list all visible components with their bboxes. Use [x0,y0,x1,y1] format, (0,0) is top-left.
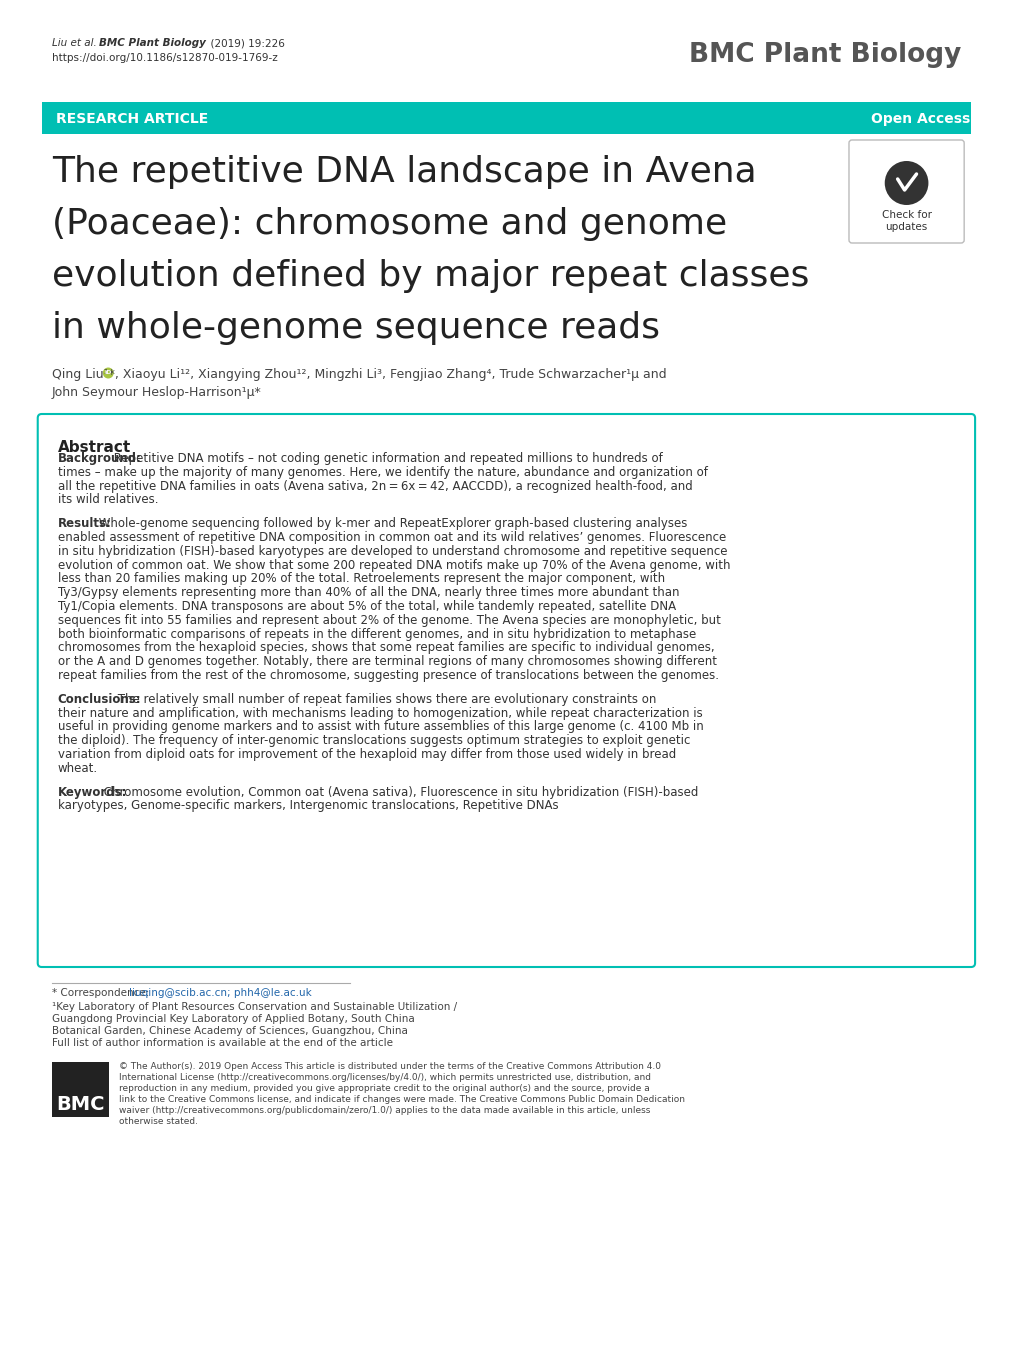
Text: Full list of author information is available at the end of the article: Full list of author information is avail… [52,1038,392,1047]
Text: Ty3/Gypsy elements representing more than 40% of all the DNA, nearly three times: Ty3/Gypsy elements representing more tha… [57,587,679,599]
Text: useful in providing genome markers and to assist with future assemblies of this : useful in providing genome markers and t… [57,721,703,733]
Text: Liu et al.: Liu et al. [52,38,100,47]
Text: (Poaceae): chromosome and genome: (Poaceae): chromosome and genome [52,207,727,241]
Text: less than 20 families making up 20% of the total. Retroelements represent the ma: less than 20 families making up 20% of t… [57,572,664,585]
Text: John Seymour Heslop-Harrison¹µ*: John Seymour Heslop-Harrison¹µ* [52,386,261,398]
Text: Qing Liu¹*, Xiaoyu Li¹², Xiangying Zhou¹², Mingzhi Li³, Fengjiao Zhang⁴, Trude S: Qing Liu¹*, Xiaoyu Li¹², Xiangying Zhou¹… [52,369,665,381]
Text: Keywords:: Keywords: [57,786,127,798]
Text: both bioinformatic comparisons of repeats in the different genomes, and in situ : both bioinformatic comparisons of repeat… [57,627,695,641]
Text: evolution of common oat. We show that some 200 repeated DNA motifs make up 70% o: evolution of common oat. We show that so… [57,558,730,572]
Circle shape [103,367,113,378]
Text: wheat.: wheat. [57,762,98,775]
Text: iD: iD [104,370,112,375]
Text: updates: updates [884,222,927,232]
Text: karyotypes, Genome-specific markers, Intergenomic translocations, Repetitive DNA: karyotypes, Genome-specific markers, Int… [57,799,557,813]
Text: BMC Plant Biology: BMC Plant Biology [99,38,206,47]
Text: or the A and D genomes together. Notably, there are terminal regions of many chr: or the A and D genomes together. Notably… [57,656,716,668]
Text: their nature and amplification, with mechanisms leading to homogenization, while: their nature and amplification, with mec… [57,706,702,720]
Text: times – make up the majority of many genomes. Here, we identify the nature, abun: times – make up the majority of many gen… [57,466,707,478]
FancyBboxPatch shape [42,102,970,134]
Text: repeat families from the rest of the chromosome, suggesting presence of transloc: repeat families from the rest of the chr… [57,669,718,682]
FancyBboxPatch shape [848,140,963,243]
Text: Conclusions:: Conclusions: [57,692,141,706]
Text: BMC: BMC [56,1095,105,1114]
Text: link to the Creative Commons license, and indicate if changes were made. The Cre: link to the Creative Commons license, an… [119,1095,685,1104]
Text: all the repetitive DNA families in oats (Avena sativa, 2n = 6x = 42, AACCDD), a : all the repetitive DNA families in oats … [57,480,692,493]
Text: Background:: Background: [57,453,142,465]
Text: Chromosome evolution, Common oat (Avena sativa), Fluorescence in situ hybridizat: Chromosome evolution, Common oat (Avena … [100,786,698,798]
Text: Whole-genome sequencing followed by k-mer and RepeatExplorer graph-based cluster: Whole-genome sequencing followed by k-me… [96,518,687,530]
FancyBboxPatch shape [38,415,974,967]
Text: The repetitive DNA landscape in Avena: The repetitive DNA landscape in Avena [52,154,755,188]
Text: © The Author(s). 2019 Open Access This article is distributed under the terms of: © The Author(s). 2019 Open Access This a… [119,1062,660,1070]
FancyBboxPatch shape [52,1062,109,1117]
Text: sequences fit into 55 families and represent about 2% of the genome. The Avena s: sequences fit into 55 families and repre… [57,614,719,627]
Text: * Correspondence:: * Correspondence: [52,988,152,999]
Text: Ty1/Copia elements. DNA transposons are about 5% of the total, while tandemly re: Ty1/Copia elements. DNA transposons are … [57,600,675,612]
Text: The relatively small number of repeat families shows there are evolutionary cons: The relatively small number of repeat fa… [114,692,656,706]
Text: BMC Plant Biology: BMC Plant Biology [688,42,960,68]
Text: Guangdong Provincial Key Laboratory of Applied Botany, South China: Guangdong Provincial Key Laboratory of A… [52,1014,414,1024]
Text: ¹Key Laboratory of Plant Resources Conservation and Sustainable Utilization /: ¹Key Laboratory of Plant Resources Conse… [52,1001,457,1012]
Circle shape [883,161,927,205]
Text: (2019) 19:226: (2019) 19:226 [191,38,284,47]
Text: Abstract: Abstract [57,440,130,455]
Text: variation from diploid oats for improvement of the hexaploid may differ from tho: variation from diploid oats for improvem… [57,748,676,762]
Text: otherwise stated.: otherwise stated. [119,1117,198,1126]
Text: RESEARCH ARTICLE: RESEARCH ARTICLE [56,112,208,126]
Text: Repetitive DNA motifs – not coding genetic information and repeated millions to : Repetitive DNA motifs – not coding genet… [109,453,661,465]
Text: enabled assessment of repetitive DNA composition in common oat and its wild rela: enabled assessment of repetitive DNA com… [57,531,726,543]
Text: chromosomes from the hexaploid species, shows that some repeat families are spec: chromosomes from the hexaploid species, … [57,641,713,654]
Text: the diploid). The frequency of inter-genomic translocations suggests optimum str: the diploid). The frequency of inter-gen… [57,734,689,747]
Text: liuqing@scib.ac.cn; phh4@le.ac.uk: liuqing@scib.ac.cn; phh4@le.ac.uk [129,988,312,999]
Text: in situ hybridization (FISH)-based karyotypes are developed to understand chromo: in situ hybridization (FISH)-based karyo… [57,545,727,558]
Text: in whole-genome sequence reads: in whole-genome sequence reads [52,312,659,346]
Text: https://doi.org/10.1186/s12870-019-1769-z: https://doi.org/10.1186/s12870-019-1769-… [52,53,277,62]
Text: Check for: Check for [880,210,930,220]
Text: International License (http://creativecommons.org/licenses/by/4.0/), which permi: International License (http://creativeco… [119,1073,650,1083]
Text: its wild relatives.: its wild relatives. [57,493,158,507]
Text: reproduction in any medium, provided you give appropriate credit to the original: reproduction in any medium, provided you… [119,1084,649,1093]
Text: Botanical Garden, Chinese Academy of Sciences, Guangzhou, China: Botanical Garden, Chinese Academy of Sci… [52,1026,408,1037]
Text: Results:: Results: [57,518,111,530]
Text: evolution defined by major repeat classes: evolution defined by major repeat classe… [52,259,808,293]
Text: Open Access: Open Access [870,112,969,126]
Text: waiver (http://creativecommons.org/publicdomain/zero/1.0/) applies to the data m: waiver (http://creativecommons.org/publi… [119,1106,650,1115]
